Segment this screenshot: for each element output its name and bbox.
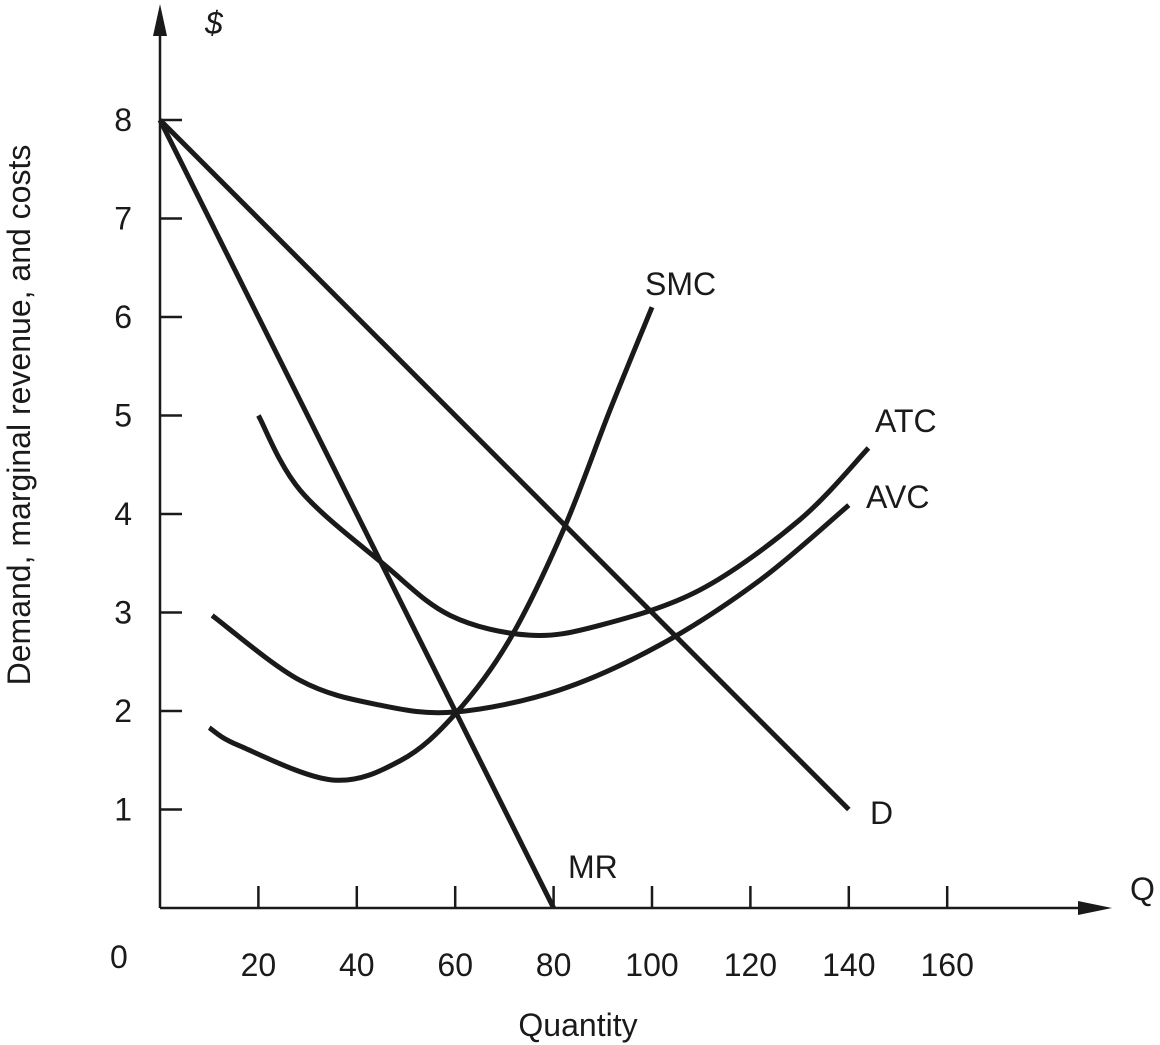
y-axis-label: Demand, marginal revenue, and costs [1,145,37,686]
y-tick-label: 2 [114,693,132,729]
x-tick-label: 60 [437,947,473,983]
y-axis-symbol: $ [204,5,224,41]
x-tick-label: 40 [339,947,375,983]
x-tick-label: 120 [724,947,777,983]
y-tick-label: 6 [114,299,132,335]
x-tick-label: 20 [241,947,277,983]
x-axis-symbol: Q [1130,871,1155,907]
atc-curve [256,414,871,638]
y-tick-label: 5 [114,398,132,434]
x-axis-arrow-icon [1078,901,1112,915]
y-tick-label: 3 [114,595,132,631]
x-tick-label: 100 [625,947,678,983]
x-tick-label: 140 [822,947,875,983]
y-axis-arrow-icon [153,4,167,36]
mr-curve [157,118,556,910]
y-tick-label: 8 [114,102,132,138]
origin-label: 0 [110,939,128,975]
d-label: D [870,795,893,831]
smc-curve [207,306,655,783]
y-tick-label: 7 [114,201,132,237]
y-tick-label: 1 [114,792,132,828]
y-tick-label: 4 [114,496,132,532]
avc-label: AVC [866,479,929,515]
x-axis-label: Quantity [518,1007,637,1043]
avc-curve [210,503,851,716]
d-curve [158,118,851,812]
atc-label: ATC [875,403,937,439]
x-tick-label: 80 [536,947,572,983]
smc-label: SMC [645,266,716,302]
axes [153,4,1112,915]
mr-label: MR [568,849,618,885]
x-tick-label: 160 [921,947,974,983]
